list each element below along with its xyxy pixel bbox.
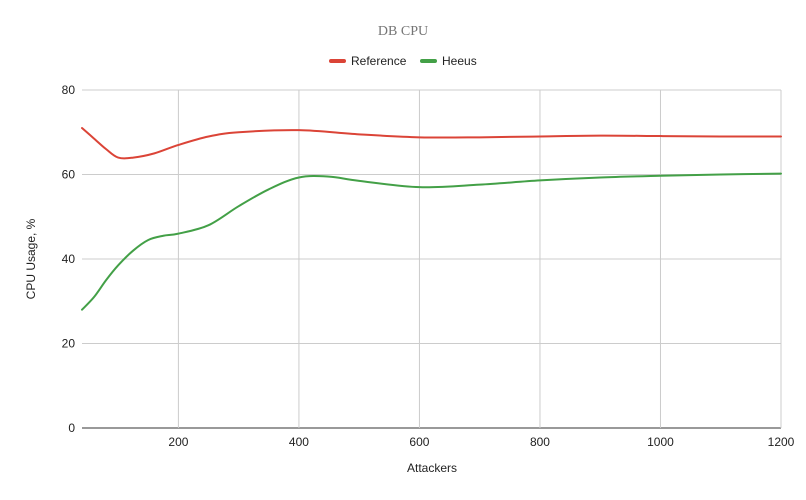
y-tick-label: 60 bbox=[62, 168, 76, 182]
y-tick-label: 40 bbox=[62, 252, 76, 266]
series-line-heeus bbox=[81, 172, 782, 311]
x-axis-label: Attackers bbox=[407, 461, 457, 475]
series-line-reference bbox=[81, 127, 782, 160]
x-tick-label: 400 bbox=[289, 435, 309, 449]
y-tick-label: 0 bbox=[68, 421, 75, 435]
x-tick-label: 600 bbox=[409, 435, 429, 449]
chart-title: DB CPU bbox=[378, 24, 428, 39]
y-tick-label: 80 bbox=[62, 83, 76, 97]
x-tick-label: 200 bbox=[168, 435, 188, 449]
legend-label-heeus: Heeus bbox=[442, 54, 477, 68]
x-tick-label: 1200 bbox=[768, 435, 795, 449]
x-tick-label: 1000 bbox=[647, 435, 674, 449]
x-tick-label: 800 bbox=[530, 435, 550, 449]
x-axis-ticks: 200 400 600 800 1000 1200 bbox=[168, 435, 794, 449]
series-lines bbox=[81, 127, 782, 311]
y-axis-label: CPU Usage, % bbox=[24, 218, 38, 299]
y-axis-ticks: 0 20 40 60 80 bbox=[62, 83, 76, 435]
grid-lines bbox=[82, 89, 782, 429]
y-tick-label: 20 bbox=[62, 337, 76, 351]
legend: Reference Heeus bbox=[329, 54, 477, 68]
legend-label-reference: Reference bbox=[351, 54, 407, 68]
